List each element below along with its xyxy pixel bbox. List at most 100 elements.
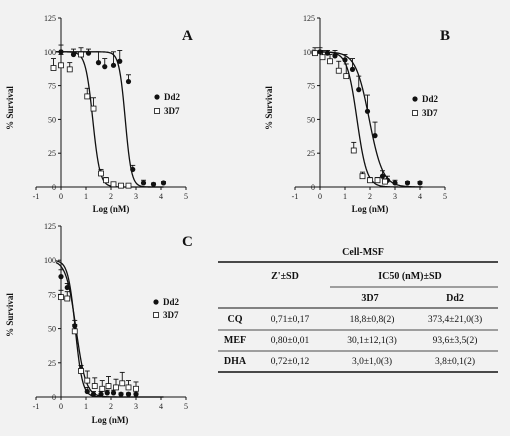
data-point-dd2 bbox=[102, 64, 108, 70]
data-point-dd2 bbox=[90, 391, 97, 397]
data-point-3d7 bbox=[133, 385, 139, 392]
panel-c-x-axis-title: Log (nM) bbox=[92, 415, 129, 425]
x-tick-label: 5 bbox=[184, 402, 188, 411]
data-point-3d7 bbox=[78, 51, 84, 58]
x-tick-label: 4 bbox=[418, 192, 422, 201]
data-point-dd2 bbox=[85, 50, 92, 56]
legend-3d7-label: 3D7 bbox=[164, 106, 180, 116]
cell-ic50-dd2: 3,8±0,1(2) bbox=[435, 356, 475, 367]
cell-z: 0,80±0,01 bbox=[271, 336, 310, 346]
x-tick-label: 5 bbox=[443, 192, 447, 201]
x-tick-label: 3 bbox=[134, 192, 138, 201]
data-point-dd2 bbox=[392, 180, 398, 186]
panel-c: C % Survival Log (nM) Dd2 3D7 -1 0 1 2 3 4 502… bbox=[5, 222, 193, 425]
x-tick-label: 1 bbox=[84, 192, 88, 201]
x-tick-label: 2 bbox=[368, 192, 372, 201]
data-point-3d7 bbox=[58, 62, 64, 69]
legend-dd2-label: Dd2 bbox=[164, 92, 181, 102]
data-point-3d7 bbox=[118, 182, 124, 189]
y-tick-label: 100 bbox=[44, 48, 56, 57]
data-point-3d7 bbox=[359, 173, 366, 180]
legend-3d7-marker bbox=[412, 110, 418, 116]
legend-3d7-marker bbox=[153, 312, 159, 318]
y-tick-label: 0 bbox=[311, 183, 315, 192]
table-title: Cell-MSF bbox=[342, 247, 384, 258]
data-point-3d7 bbox=[374, 177, 381, 184]
data-point-3d7 bbox=[367, 177, 373, 184]
panel-b-x-axis-title: Log (nM) bbox=[352, 204, 389, 214]
data-point-dd2 bbox=[160, 180, 167, 186]
fit-curve-dd2 bbox=[315, 51, 423, 188]
data-point-3d7 bbox=[98, 170, 104, 177]
data-point-3d7 bbox=[312, 50, 318, 57]
data-point-3d7 bbox=[113, 384, 119, 391]
panel-b-y-axis-title: % Survival bbox=[264, 86, 274, 130]
x-tick-label: 4 bbox=[159, 192, 163, 201]
data-point-3d7 bbox=[327, 58, 333, 65]
data-point-dd2 bbox=[332, 53, 338, 59]
data-point-3d7 bbox=[84, 377, 91, 384]
data-point-dd2 bbox=[404, 180, 411, 186]
data-point-dd2 bbox=[110, 62, 117, 68]
x-tick-label: -1 bbox=[33, 192, 40, 201]
y-tick-label: 75 bbox=[48, 82, 56, 91]
header-z-sd: Z'±SD bbox=[271, 271, 299, 282]
data-point-3d7 bbox=[125, 384, 132, 391]
row-label-cq: CQ bbox=[228, 314, 243, 325]
legend-3d7-marker bbox=[154, 108, 160, 114]
table-row: MEF 0,80±0,01 30,1±12,1(3) 93,6±3,5(2) bbox=[224, 335, 478, 346]
legend-dd2-marker bbox=[153, 299, 159, 305]
fit-curve-3d7 bbox=[55, 261, 164, 398]
data-point-3d7 bbox=[103, 177, 109, 184]
data-point-3d7 bbox=[58, 294, 64, 301]
data-point-dd2 bbox=[379, 173, 386, 179]
y-tick-label: 0 bbox=[52, 393, 56, 402]
data-point-dd2 bbox=[117, 58, 123, 64]
y-tick-label: 125 bbox=[44, 222, 56, 231]
y-tick-label: 125 bbox=[303, 14, 315, 23]
data-point-3d7 bbox=[90, 105, 97, 112]
data-point-dd2 bbox=[356, 87, 362, 93]
y-tick-label: 0 bbox=[52, 183, 56, 192]
data-point-3d7 bbox=[119, 380, 126, 387]
legend-dd2-label: Dd2 bbox=[163, 297, 180, 307]
data-point-dd2 bbox=[84, 388, 90, 395]
panel-c-y-axis-title: % Survival bbox=[5, 293, 15, 337]
data-point-dd2 bbox=[118, 391, 124, 397]
data-point-3d7 bbox=[99, 385, 106, 392]
data-point-3d7 bbox=[382, 178, 388, 185]
y-tick-label: 25 bbox=[48, 149, 56, 158]
y-tick-label: 125 bbox=[44, 14, 56, 23]
cell-z: 0,72±0,12 bbox=[271, 357, 310, 367]
panel-c-legend: Dd2 3D7 bbox=[153, 297, 180, 320]
data-point-dd2 bbox=[133, 391, 139, 397]
data-point-dd2 bbox=[125, 78, 132, 85]
data-point-dd2 bbox=[417, 180, 423, 186]
data-point-dd2 bbox=[110, 390, 117, 396]
x-tick-label: 0 bbox=[59, 192, 63, 201]
data-point-dd2 bbox=[324, 50, 331, 56]
cell-ic50-3d7: 30,1±12,1(3) bbox=[347, 335, 397, 346]
panel-b: B % Survival Log (nM) Dd2 3D7 -1 0 1 2 3 4 502… bbox=[264, 14, 450, 214]
ic50-table: Cell-MSF Z'±SD IC50 (nM)±SD 3D7 Dd2 CQ 0… bbox=[218, 247, 498, 373]
x-tick-label: 0 bbox=[59, 402, 63, 411]
data-point-dd2 bbox=[349, 66, 356, 72]
y-tick-label: 75 bbox=[48, 290, 56, 299]
panel-a-letter: A bbox=[182, 28, 193, 44]
data-point-dd2 bbox=[125, 391, 132, 397]
data-point-dd2 bbox=[95, 60, 102, 66]
panel-a-legend: Dd2 3D7 bbox=[154, 92, 181, 116]
data-point-3d7 bbox=[71, 328, 78, 335]
y-tick-label: 50 bbox=[48, 115, 56, 124]
data-point-3d7 bbox=[335, 67, 342, 74]
x-tick-label: 4 bbox=[159, 402, 163, 411]
fit-curve-3d7 bbox=[315, 51, 423, 188]
data-point-3d7 bbox=[105, 383, 112, 389]
panel-a: A % Survival Log (nM) Dd2 3D7 -1 0 1 2 3 4 502… bbox=[5, 14, 193, 214]
legend-dd2-marker bbox=[154, 94, 160, 100]
x-tick-label: -1 bbox=[292, 192, 299, 201]
x-tick-label: 3 bbox=[134, 402, 138, 411]
panel-b-legend: Dd2 3D7 bbox=[412, 94, 439, 118]
